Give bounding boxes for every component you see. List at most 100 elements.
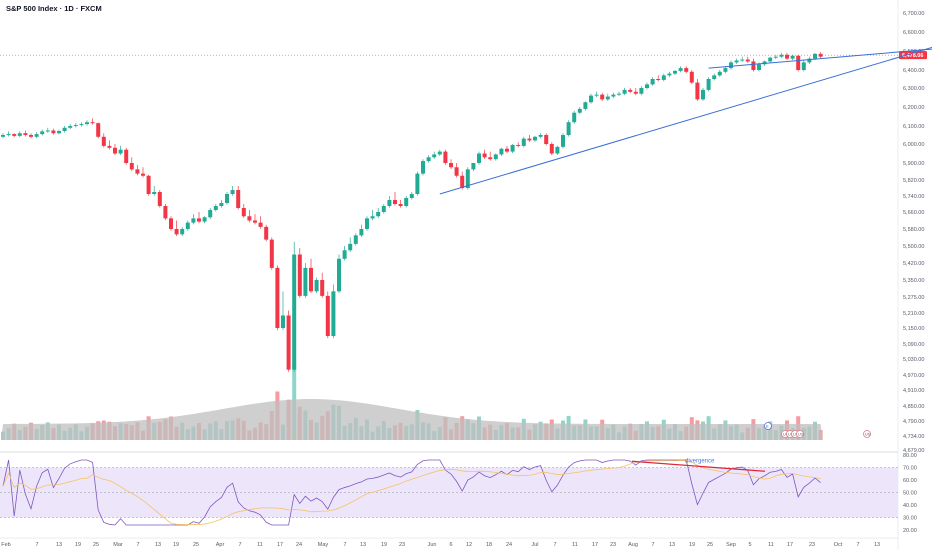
candle-body: [768, 57, 773, 62]
candle-body: [695, 82, 700, 100]
rsi-tick-label: 50.00: [903, 491, 917, 497]
time-tick-label: 25: [707, 542, 713, 548]
time-tick-label: 13: [360, 542, 366, 548]
candle-body: [381, 206, 386, 212]
time-tick-label: May: [318, 542, 329, 548]
event-badge-label: E: [766, 424, 769, 429]
candle-body: [661, 75, 666, 80]
candle-body: [790, 55, 795, 59]
price-tick-label: 5,580.00: [903, 227, 924, 233]
candle-body: [353, 235, 358, 244]
candle-body: [208, 210, 213, 218]
candle-body: [174, 229, 179, 235]
current-price-label: 6,478.06: [902, 53, 923, 59]
candle-body: [398, 204, 403, 206]
rsi-ma-line: [2, 460, 821, 526]
candle-body: [689, 71, 694, 83]
time-tick-label: 11: [768, 542, 774, 548]
candle-body: [146, 175, 151, 194]
candle-body: [342, 250, 347, 259]
time-tick-label: Oct: [834, 542, 843, 548]
candle-body: [409, 194, 414, 198]
candle-body: [421, 161, 425, 174]
time-tick-label: 17: [592, 542, 598, 548]
candle-body: [538, 135, 543, 137]
candle-body: [673, 70, 677, 74]
candle-body: [706, 79, 711, 90]
rsi-line: [2, 459, 821, 526]
candle-body: [454, 167, 459, 176]
candle-body: [544, 135, 549, 144]
candle-body: [589, 95, 593, 103]
divergence-line: [631, 460, 766, 472]
rsi-tick-label: 60.00: [903, 478, 917, 484]
candle-body: [516, 144, 521, 146]
candle-body: [678, 68, 683, 71]
candle-body: [365, 218, 369, 229]
rsi-tick-label: 20.00: [903, 528, 917, 534]
time-tick-label: 7: [651, 542, 654, 548]
candle-body: [801, 62, 806, 70]
candle-body: [376, 212, 381, 217]
candle-body: [656, 79, 661, 80]
time-tick-label: 7: [343, 542, 346, 548]
candle-body: [297, 254, 302, 296]
candle-body: [180, 229, 185, 235]
candle-body: [264, 226, 269, 240]
price-tick-label: 5,350.00: [903, 278, 924, 284]
price-tick-label: 4,679.00: [903, 448, 924, 454]
candle-body: [633, 91, 638, 94]
current-price-badge: [899, 51, 927, 60]
event-badge-label: US: [783, 432, 789, 437]
candle-body: [157, 192, 162, 206]
time-tick-label: 25: [93, 542, 99, 548]
candle-body: [191, 218, 196, 223]
candle-body: [12, 134, 17, 136]
candle-body: [751, 61, 756, 70]
rsi-tick-label: 40.00: [903, 503, 917, 509]
price-tick-label: 6,000.00: [903, 142, 924, 148]
time-tick-label: 7: [136, 542, 139, 548]
time-tick-label: 7: [553, 542, 556, 548]
candle-body: [247, 216, 252, 221]
price-tick-label: 4,910.00: [903, 388, 924, 394]
candle-body: [533, 136, 537, 141]
candle-body: [29, 135, 33, 137]
candle-body: [135, 169, 140, 174]
time-tick-label: 5: [748, 542, 751, 548]
price-tick-label: 5,900.00: [903, 161, 924, 167]
candle-body: [303, 267, 308, 296]
candle-body: [717, 71, 722, 76]
candle-body: [73, 125, 78, 127]
candle-body: [757, 64, 761, 70]
candle-body: [348, 243, 353, 251]
event-badge-us: [863, 430, 871, 438]
candle-body: [113, 147, 117, 154]
candle-body: [712, 75, 717, 79]
event-badge-label: US: [865, 432, 871, 437]
time-tick-label: 17: [787, 542, 793, 548]
time-tick-label: 17: [277, 542, 283, 548]
candle-body: [622, 89, 627, 94]
candle-body: [577, 108, 582, 113]
candle-body: [124, 149, 129, 163]
candle-body: [40, 131, 45, 135]
candle-body: [101, 136, 106, 146]
price-tick-label: 6,400.00: [903, 68, 924, 74]
candle-body: [505, 148, 509, 152]
candle-body: [510, 144, 515, 152]
candle-body: [594, 94, 599, 96]
time-tick-label: 25: [193, 542, 199, 548]
candle-body: [813, 53, 817, 59]
candle-body: [521, 138, 526, 146]
price-tick-label: 6,100.00: [903, 124, 924, 130]
candle-body: [45, 130, 50, 132]
candle-body: [488, 157, 493, 160]
trendline-upper: [708, 48, 932, 69]
candle-body: [202, 217, 207, 222]
candle-body: [269, 239, 274, 268]
candle-body: [818, 53, 823, 57]
candle-body: [393, 200, 397, 204]
price-tick-label: 5,150.00: [903, 326, 924, 332]
